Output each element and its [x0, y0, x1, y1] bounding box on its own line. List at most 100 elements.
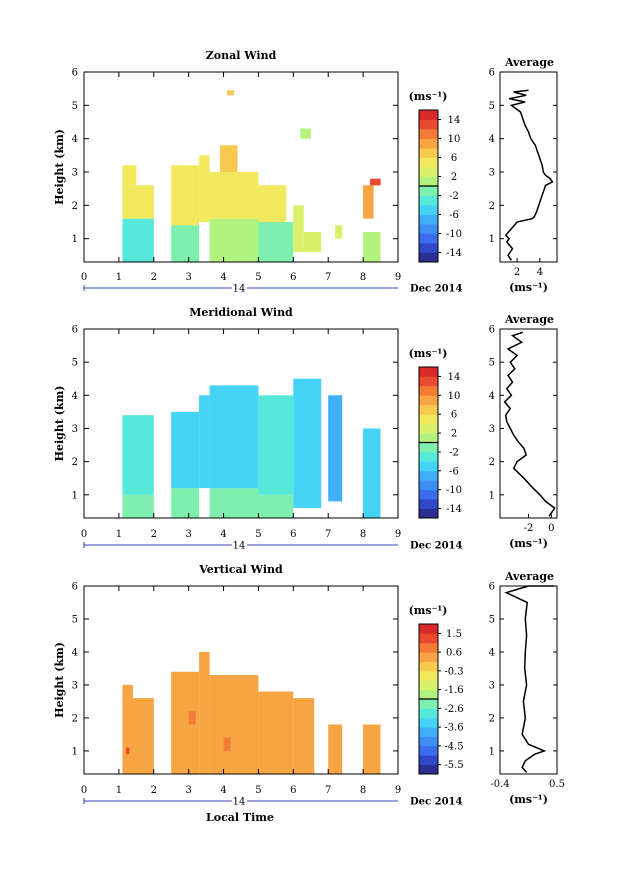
heatmap-cell	[363, 428, 381, 518]
profile-panel-1: Average 1 2 3 4 5 6 2 4 (ms⁻¹)	[489, 56, 558, 294]
x-tick-label: 8	[360, 529, 366, 540]
x-tick-label: 1	[116, 785, 122, 796]
x-tick-label: 2	[151, 785, 157, 796]
y-axis-label: Height (km)	[53, 642, 66, 718]
colorbar-tick-label: -14	[446, 504, 462, 515]
profile-frame	[499, 585, 558, 775]
colorbar-unit-label: (ms⁻¹)	[409, 604, 448, 617]
colorbar-tick-label: 14	[448, 372, 461, 383]
colorbar-tick-label: -1.6	[444, 685, 463, 696]
colorbar-tick-label: 6	[451, 410, 457, 421]
y-tick-label: 5	[72, 101, 78, 112]
profile-x-tick-label: 2	[514, 267, 520, 278]
profile-panel-3: Average 1 2 3 4 5 6 -0.4 0.5(ms⁻¹)	[489, 570, 565, 806]
colorbar-swatch	[419, 376, 438, 387]
colorbar-swatch	[419, 764, 438, 775]
profile-x-axis-label: (ms⁻¹)	[509, 281, 548, 294]
x-tick-label: 5	[255, 272, 261, 283]
heatmap-cell	[370, 178, 381, 186]
colorbar-swatch	[419, 205, 438, 215]
profile-y-tick-label: 4	[489, 391, 495, 402]
heatmap-cell	[209, 218, 259, 262]
x-tick-label: 6	[290, 785, 296, 796]
profile-y-tick-label: 5	[489, 101, 495, 112]
y-tick-label: 3	[72, 680, 78, 691]
colorbar-swatch	[419, 157, 438, 168]
date-label: 14	[233, 541, 246, 552]
x-tick-label: 4	[220, 272, 226, 283]
colorbar-swatch	[419, 414, 438, 424]
profile-y-tick-label: 5	[489, 358, 495, 369]
heatmap-cell	[122, 415, 154, 495]
colorbar-tick-label: -4.5	[444, 741, 463, 752]
colorbar-tick-label: -5.5	[444, 760, 463, 771]
profile-x-tick-label: 0	[548, 523, 554, 534]
plot-frame	[83, 585, 399, 775]
colorbar-swatch	[419, 624, 438, 634]
colorbar-swatch	[419, 745, 438, 756]
x-tick-label: 9	[395, 272, 401, 283]
colorbar-unit-label: (ms⁻¹)	[409, 347, 448, 360]
y-tick-label: 2	[72, 713, 78, 724]
colorbar-swatch	[419, 489, 438, 500]
month-label: Dec 2014	[410, 541, 462, 552]
y-tick-label: 4	[72, 647, 78, 658]
date-label: 14	[233, 284, 246, 295]
colorbar-swatch	[419, 480, 438, 491]
colorbar-tick-label: -3.6	[444, 723, 463, 734]
x-tick-label: 5	[255, 785, 261, 796]
heatmap-cell	[122, 684, 133, 699]
colorbar-swatch	[419, 214, 438, 225]
month-label: Dec 2014	[410, 797, 462, 808]
x-tick-label: 4	[220, 785, 226, 796]
heatmap-cell	[171, 225, 200, 262]
plot-frame	[83, 71, 399, 263]
y-tick-label: 5	[72, 358, 78, 369]
colorbar-unit-label: (ms⁻¹)	[409, 90, 448, 103]
colorbar-swatch	[419, 404, 438, 415]
colorbar-swatch	[419, 224, 438, 234]
x-tick-label: 1	[116, 272, 122, 283]
x-tick-label: 6	[290, 272, 296, 283]
colorbar-swatch	[419, 110, 438, 120]
colorbar-swatch	[419, 499, 438, 509]
y-tick-label: 3	[72, 168, 78, 179]
y-tick-label: 1	[72, 490, 78, 501]
heatmap-cell	[199, 395, 210, 489]
profile-frame	[499, 71, 558, 263]
panel-1: Zonal Wind 0 1 2 3 4 5 6 7 8 9 1 2 3 4 5 6 Height (km) 14 D…	[53, 49, 462, 297]
colorbar-swatch	[419, 252, 438, 263]
colorbar-tick-label: -2.6	[444, 704, 463, 715]
x-tick-label: 2	[151, 529, 157, 540]
y-tick-label: 1	[72, 234, 78, 245]
heatmap-cell	[303, 232, 322, 252]
heatmap-cell	[122, 165, 137, 186]
x-tick-label: 8	[360, 785, 366, 796]
profile-y-tick-label: 3	[489, 168, 495, 179]
date-label: 14	[233, 797, 246, 808]
colorbar-swatch	[419, 442, 438, 453]
x-tick-label: 1	[116, 529, 122, 540]
colorbar-tick-label: -6	[449, 466, 459, 477]
plot-title: Zonal Wind	[206, 49, 277, 62]
x-tick-label: 7	[325, 785, 331, 796]
x-axis-label: Local Time	[206, 811, 274, 824]
x-tick-label: 3	[185, 272, 191, 283]
profile-y-tick-label: 2	[489, 713, 495, 724]
heatmap-cell	[122, 698, 154, 774]
x-tick-label: 0	[81, 529, 87, 540]
y-axis-label: Height (km)	[53, 129, 66, 205]
x-tick-label: 0	[81, 272, 87, 283]
colorbar-tick-label: 2	[451, 172, 457, 183]
heatmap-cell	[258, 494, 294, 518]
colorbar-tick-label: -10	[446, 485, 462, 496]
profile-title: Average	[504, 313, 554, 326]
colorbar-swatch	[419, 167, 438, 177]
profile-x-tick-label: 0.5	[549, 779, 565, 790]
colorbar-swatch	[419, 119, 438, 130]
profile-title: Average	[504, 56, 554, 69]
colorbar-swatch	[419, 243, 438, 253]
y-axis-label: Height (km)	[53, 386, 66, 462]
plot-title: Meridional Wind	[189, 306, 293, 319]
